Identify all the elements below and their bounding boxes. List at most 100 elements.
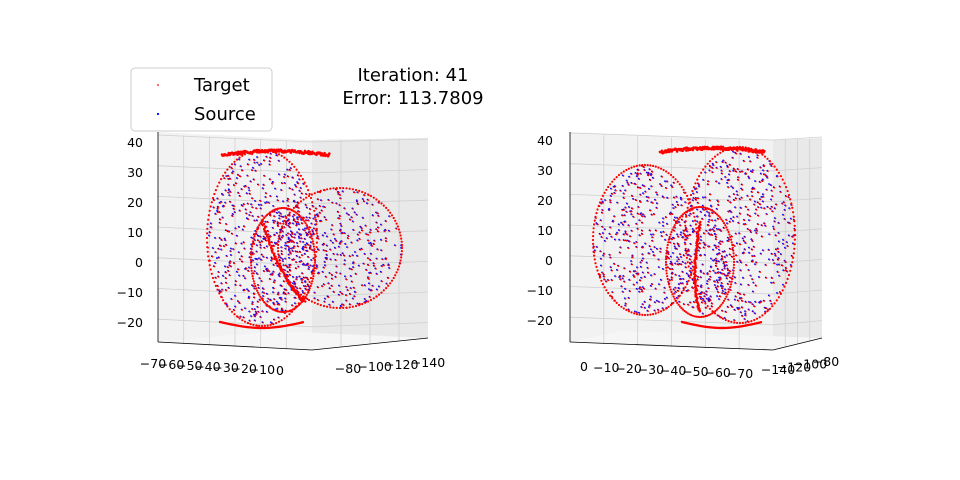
left-target-point [400,243,403,246]
right-target-point [674,246,677,248]
right-target-point [623,239,626,242]
left-target-point [271,241,274,244]
right-target-point [672,186,674,189]
left-target-point [309,196,313,200]
right-target-point [651,214,653,216]
right-target-point [600,265,603,267]
right-target-point [648,173,650,175]
right-target-point [653,213,656,216]
left-target-point [274,211,276,213]
right-target-point [738,321,742,325]
right-target-point [753,188,756,190]
left-target-point [222,299,225,302]
left-target-point [325,219,328,221]
right-target-point [658,259,660,261]
left-target-point [289,187,292,190]
right-axis-a-line [569,341,774,351]
left-target-point [213,207,215,209]
left-target-point [293,307,296,310]
left-target-point [314,224,317,226]
right-target-point [738,307,741,310]
right-target-point [779,186,782,188]
right-target-point [610,195,613,198]
left-target-point [270,153,273,155]
right-target-point [673,207,675,210]
right-target-point [600,203,603,205]
right-target-point [605,188,608,191]
left-target-point [281,227,284,230]
right-target-point [706,283,709,285]
right-target-point [752,195,754,198]
right-target-point [740,284,743,286]
right-target-point [743,252,746,254]
right-target-point [644,276,647,279]
left-target-point [272,181,275,184]
left-target-point [252,206,254,209]
left-target-point [285,265,288,267]
left-target-point [329,187,332,190]
left-target-point [329,272,331,275]
right-target-point [766,157,769,160]
left-target-point [271,258,274,260]
right-target-point [718,249,721,251]
right-target-point [622,278,624,280]
right-target-point [603,275,606,278]
left-target-point [378,202,381,204]
left-target-point [262,215,264,217]
right-target-point [717,285,720,288]
left-target-point [283,264,285,267]
right-target-point [709,193,712,196]
left-target-point [326,305,329,308]
right-target-point [649,209,652,212]
left-target-point [259,295,262,298]
right-target-point [752,255,754,258]
right-target-point [669,268,672,271]
left-target-point [367,264,370,267]
left-target-point [224,302,227,305]
right-target-point [712,249,715,251]
right-target-point [761,236,764,238]
left-target-point [296,287,299,290]
right-target-point [666,181,669,183]
right-target-point [700,171,703,174]
left-target-point [367,300,370,303]
left-target-point [276,207,280,210]
right-target-point [721,170,723,172]
right-target-point [728,179,731,181]
right-target-point [604,228,607,231]
right-target-point [700,276,703,279]
left-target-point [233,160,236,163]
left-axis-b-tick-label: −120 [384,357,418,372]
right-target-point [692,186,696,189]
right-target-point [627,167,631,170]
left-target-point [362,217,365,219]
left-target-point [304,228,307,230]
right-target-point [686,230,689,233]
left-target-point [347,237,350,240]
left-target-point [218,292,221,295]
right-target-point [633,216,635,218]
right-target-point [706,305,709,308]
right-target-point [721,282,723,285]
left-target-point [288,246,290,248]
left-target-point [230,310,234,313]
right-target-point [734,299,737,301]
right-target-point [741,297,743,300]
right-target-point [628,206,631,209]
right-target-point [685,252,688,255]
right-target-point [714,259,717,262]
left-target-point [227,230,230,233]
right-target-point [744,248,746,251]
right-target-point [687,265,690,268]
right-target-point [725,162,727,164]
left-target-point [237,268,240,271]
left-target-point [280,319,283,322]
left-target-point [292,223,295,225]
right-target-point [683,303,686,306]
right-target-point [633,284,636,286]
left-target-point [269,160,272,163]
right-target-point [775,255,777,257]
right-target-point [731,306,734,308]
left-target-point [377,212,379,215]
left-target-point [206,223,209,226]
